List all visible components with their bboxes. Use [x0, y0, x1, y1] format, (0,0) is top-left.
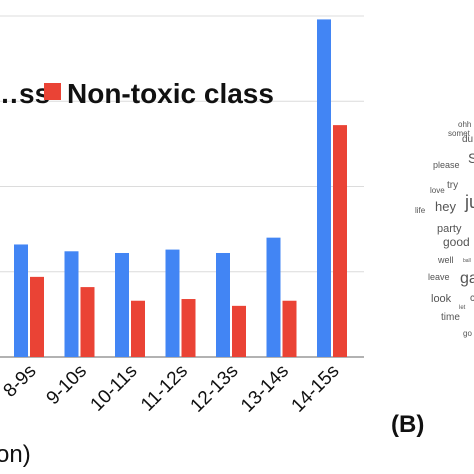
bar-13-14s-series-1	[266, 237, 281, 357]
x-tick-label: 14-15s	[288, 361, 344, 417]
bar-11-12s-series-2	[181, 299, 196, 357]
x-tick-label: 10-11s	[87, 361, 142, 416]
bar-9-10s-series-2	[80, 287, 95, 357]
word-cloud-word: S	[468, 150, 474, 166]
legend-label-series-2: Non-toxic class	[67, 78, 274, 109]
x-axis-label: on)	[0, 441, 31, 468]
word-cloud: sometohhdupleaseStrylovelifeheyjupartygo…	[415, 120, 474, 338]
word-cloud-word: c	[470, 293, 474, 304]
legend-label-series-1: …ss	[0, 78, 50, 109]
word-cloud-word: ball	[463, 258, 471, 264]
x-tick-label: 13-14s	[237, 361, 293, 417]
word-cloud-word: party	[437, 223, 462, 235]
word-cloud-word: try	[447, 180, 458, 191]
word-cloud-word: leave	[428, 272, 450, 282]
word-cloud-word: well	[437, 255, 454, 265]
word-cloud-word: somet	[448, 129, 471, 138]
bar-13-14s-series-2	[282, 300, 297, 357]
bar-8-9s-series-1	[14, 244, 28, 357]
panel-label: (B)	[391, 411, 424, 438]
x-tick-label: 12-13s	[187, 361, 243, 417]
bar-14-15s-series-2	[333, 125, 347, 358]
word-cloud-word: du	[462, 134, 473, 145]
bar-10-11s-series-1	[115, 252, 129, 357]
word-cloud-word: ju	[464, 192, 474, 212]
word-cloud-word: let	[459, 305, 466, 311]
bar-8-9s-series-2	[30, 276, 44, 357]
word-cloud-word: ga	[460, 270, 474, 287]
x-tick-label: 8-9s	[0, 361, 41, 402]
word-cloud-word: love	[430, 186, 445, 195]
word-cloud-word: go	[463, 329, 472, 338]
bar-10-11s-series-2	[131, 300, 145, 357]
word-cloud-word: please	[433, 160, 460, 170]
word-cloud-word: good	[443, 235, 470, 249]
bar-11-12s-series-1	[165, 249, 180, 357]
word-cloud-word: time	[441, 312, 460, 323]
bar-12-13s-series-2	[232, 305, 246, 357]
bar-14-15s-series-1	[317, 19, 331, 357]
word-cloud-word: look	[431, 293, 452, 305]
word-cloud-word: ohh	[458, 120, 471, 129]
legend: …ss Non-toxic class	[0, 78, 274, 109]
word-cloud-word: life	[415, 206, 426, 215]
bar-12-13s-series-1	[216, 252, 230, 357]
word-cloud-word: hey	[435, 199, 456, 214]
bar-9-10s-series-1	[64, 251, 79, 357]
x-tick-label: 9-10s	[43, 361, 91, 409]
x-tick-label: 11-12s	[137, 361, 192, 416]
gridlines	[0, 15, 364, 273]
bars	[14, 19, 347, 358]
legend-swatch-series-2	[44, 83, 61, 100]
